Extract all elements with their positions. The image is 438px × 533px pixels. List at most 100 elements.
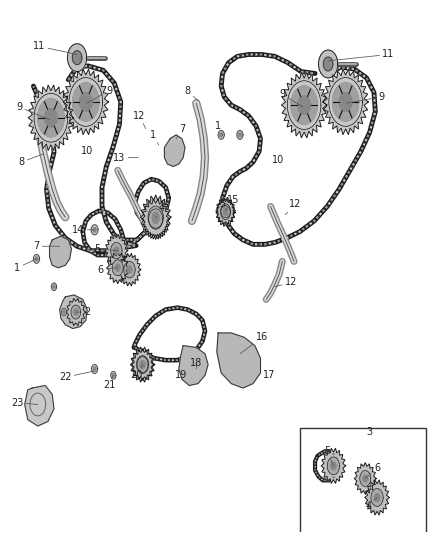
Polygon shape — [237, 131, 243, 139]
Polygon shape — [25, 385, 54, 426]
Polygon shape — [216, 197, 235, 224]
Polygon shape — [118, 254, 141, 286]
Text: 17: 17 — [263, 370, 276, 381]
Polygon shape — [331, 462, 336, 470]
Polygon shape — [218, 131, 224, 139]
Text: 5: 5 — [95, 244, 118, 254]
Polygon shape — [38, 99, 64, 137]
Polygon shape — [60, 295, 87, 328]
Polygon shape — [323, 69, 368, 135]
Text: 1: 1 — [14, 259, 36, 273]
Polygon shape — [45, 109, 57, 127]
Polygon shape — [72, 51, 82, 64]
Polygon shape — [141, 195, 171, 239]
Polygon shape — [239, 133, 241, 137]
Text: 9: 9 — [16, 102, 49, 120]
Polygon shape — [339, 93, 352, 111]
Text: 2: 2 — [76, 307, 90, 317]
Polygon shape — [67, 44, 87, 71]
Polygon shape — [298, 96, 311, 115]
Polygon shape — [152, 215, 159, 223]
Polygon shape — [321, 448, 346, 483]
Polygon shape — [73, 83, 99, 121]
Polygon shape — [112, 260, 123, 276]
Polygon shape — [124, 262, 135, 278]
Polygon shape — [223, 209, 228, 216]
Text: 23: 23 — [11, 398, 38, 408]
Polygon shape — [371, 489, 383, 506]
Polygon shape — [35, 257, 38, 261]
Polygon shape — [282, 72, 327, 138]
Text: 1: 1 — [215, 121, 223, 135]
Text: 7: 7 — [176, 124, 185, 139]
Polygon shape — [137, 357, 148, 373]
Polygon shape — [354, 463, 376, 494]
Polygon shape — [112, 374, 114, 377]
Text: 21: 21 — [103, 375, 115, 391]
Polygon shape — [365, 480, 389, 515]
Text: 8: 8 — [18, 154, 43, 167]
Polygon shape — [105, 235, 128, 267]
Polygon shape — [115, 264, 120, 271]
Polygon shape — [28, 85, 74, 150]
Polygon shape — [374, 494, 380, 502]
Text: 1: 1 — [149, 130, 159, 145]
Text: 12: 12 — [133, 111, 146, 128]
Text: 4: 4 — [155, 203, 164, 217]
Polygon shape — [51, 283, 57, 290]
Polygon shape — [149, 209, 162, 229]
Polygon shape — [164, 135, 185, 166]
Polygon shape — [33, 254, 39, 263]
Polygon shape — [323, 57, 333, 71]
Polygon shape — [61, 308, 67, 316]
Text: 12: 12 — [275, 277, 297, 287]
Text: 19: 19 — [174, 370, 187, 381]
Bar — [300, 428, 426, 533]
Text: 18: 18 — [190, 358, 202, 369]
Text: 10: 10 — [81, 147, 93, 156]
Polygon shape — [93, 228, 96, 232]
Text: 13: 13 — [113, 152, 138, 163]
Polygon shape — [107, 252, 129, 284]
Polygon shape — [63, 310, 65, 314]
Text: 11: 11 — [33, 41, 77, 54]
Polygon shape — [132, 349, 153, 381]
Text: 3: 3 — [367, 427, 373, 437]
Polygon shape — [217, 333, 261, 388]
Text: 5: 5 — [219, 199, 226, 209]
Polygon shape — [140, 361, 145, 368]
Text: 6: 6 — [97, 265, 118, 274]
Polygon shape — [318, 50, 338, 78]
Polygon shape — [360, 471, 371, 487]
Polygon shape — [152, 212, 159, 222]
Polygon shape — [53, 285, 55, 288]
Text: 20: 20 — [131, 365, 143, 381]
Text: 22: 22 — [59, 371, 95, 382]
Polygon shape — [216, 199, 235, 227]
Polygon shape — [142, 199, 170, 239]
Polygon shape — [223, 208, 228, 214]
Text: 9: 9 — [87, 86, 112, 103]
Polygon shape — [140, 361, 145, 368]
Polygon shape — [63, 69, 109, 135]
Polygon shape — [131, 347, 155, 382]
Text: 5: 5 — [324, 446, 333, 466]
Text: 8: 8 — [184, 86, 198, 101]
Polygon shape — [363, 475, 367, 482]
Text: 15: 15 — [226, 195, 239, 211]
Polygon shape — [114, 247, 119, 254]
Polygon shape — [71, 305, 81, 319]
Text: 10: 10 — [272, 155, 284, 165]
Polygon shape — [332, 83, 359, 121]
Polygon shape — [291, 86, 317, 124]
Polygon shape — [93, 367, 96, 371]
Text: 7: 7 — [33, 241, 60, 251]
Text: 11: 11 — [328, 50, 395, 61]
Polygon shape — [74, 309, 78, 315]
Polygon shape — [327, 457, 339, 475]
Text: 9: 9 — [346, 92, 385, 103]
Polygon shape — [79, 93, 92, 111]
Polygon shape — [127, 266, 132, 273]
Text: 9: 9 — [279, 90, 303, 107]
Text: 12: 12 — [286, 199, 302, 215]
